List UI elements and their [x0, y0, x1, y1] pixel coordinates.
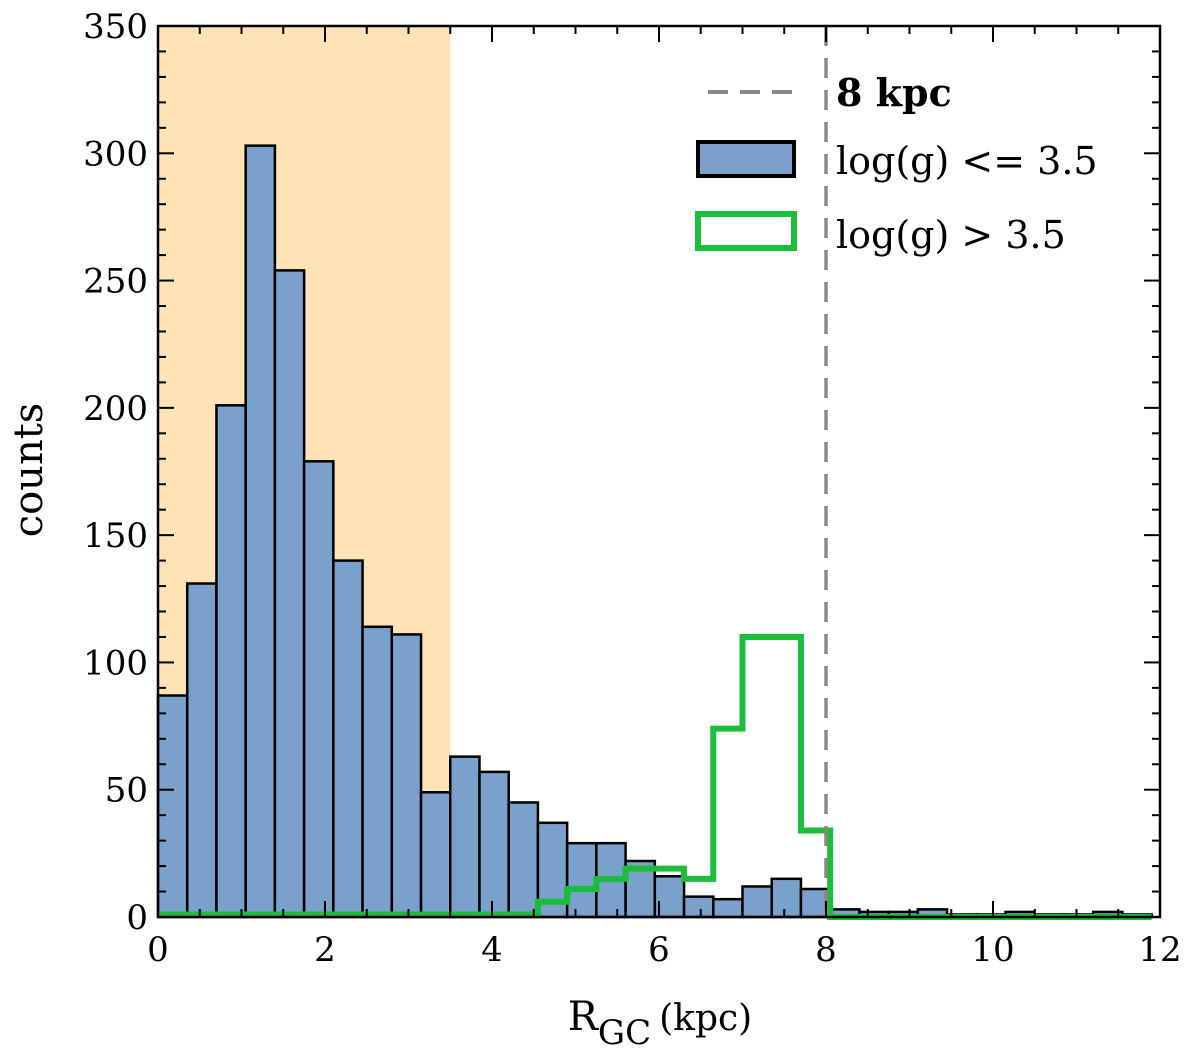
tick-marks-layer	[157, 25, 1161, 918]
bar	[332, 559, 364, 919]
bar	[419, 791, 452, 919]
bar	[712, 897, 744, 919]
bar	[478, 770, 510, 919]
legend-label-step: log(g) > 3.5	[836, 213, 1066, 257]
y-tick-label: 350	[83, 7, 148, 47]
y-tick-label: 100	[83, 643, 148, 683]
y-tick-label: 300	[83, 134, 148, 174]
x-axis-label-main: R	[568, 994, 600, 1040]
bar	[361, 625, 394, 919]
legend-label-filled: log(g) <= 3.5	[836, 139, 1098, 183]
y-axis-label: counts	[6, 403, 52, 538]
filled-histogram-layer	[156, 144, 1153, 919]
bar	[449, 755, 481, 919]
y-tick-label: 0	[126, 898, 148, 938]
x-axis-label-subscript: GC	[598, 1013, 651, 1053]
x-axis-label-unit: (kpc)	[659, 998, 752, 1039]
y-tick-label: 50	[105, 771, 148, 811]
bar	[770, 877, 803, 919]
x-tick-label: 2	[314, 930, 336, 970]
x-tick-label: 10	[971, 930, 1014, 970]
y-tick-label: 200	[83, 389, 148, 429]
bar	[741, 885, 773, 919]
y-tick-label: 250	[83, 262, 148, 302]
x-tick-label: 4	[481, 930, 503, 970]
x-tick-label: 12	[1138, 930, 1181, 970]
bar	[682, 895, 715, 919]
bar	[156, 694, 189, 919]
x-tick-labels: 0 2 4 6 8 10 12	[147, 930, 1181, 970]
legend: 8 kpc log(g) <= 3.5 log(g) > 3.5	[695, 70, 1098, 257]
x-axis-label: RGC (kpc)	[568, 994, 752, 1053]
plot-frame	[156, 24, 1162, 919]
y-tick-label: 150	[83, 516, 148, 556]
y-tick-labels: 0 50 100 150 200 250 300 350	[83, 7, 148, 938]
bar	[507, 801, 540, 919]
bar	[185, 582, 218, 919]
bar	[302, 460, 335, 919]
x-tick-label: 8	[815, 930, 837, 970]
bar	[390, 633, 423, 919]
x-tick-label: 6	[648, 930, 670, 970]
legend-step-swatch	[695, 211, 797, 251]
bar	[244, 144, 277, 919]
legend-label-vline: 8 kpc	[836, 70, 952, 115]
bar	[565, 841, 598, 919]
legend-filled-swatch	[696, 140, 796, 178]
x-tick-label: 0	[147, 930, 169, 970]
bar	[215, 404, 247, 919]
bar	[273, 269, 306, 919]
